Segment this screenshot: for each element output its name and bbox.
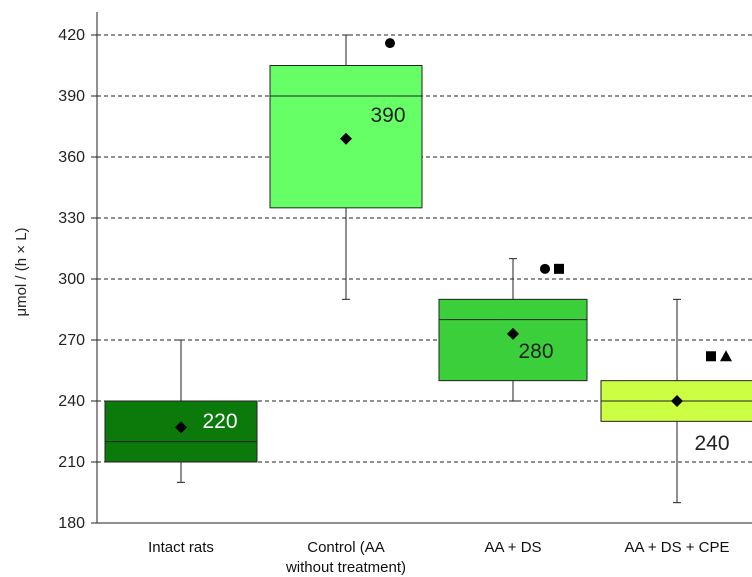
y-tick-label: 210 — [58, 454, 85, 471]
mean-marker — [175, 421, 187, 434]
y-tick-label: 330 — [58, 210, 85, 227]
significance-circle-marker — [385, 38, 395, 49]
median-value-label: 240 — [694, 432, 729, 455]
box — [438, 298, 588, 382]
median-value-label: 280 — [518, 340, 553, 363]
y-tick-label: 300 — [58, 271, 85, 288]
y-tick-label: 270 — [58, 332, 85, 349]
significance-circle-marker — [540, 263, 550, 274]
x-category-label: without treatment) — [285, 559, 406, 576]
y-axis-label: μmol / (h × L) — [13, 227, 30, 316]
y-tick-label: 420 — [58, 27, 85, 44]
y-tick-label: 180 — [58, 515, 85, 532]
x-category-label: AA + DS + CPE — [624, 539, 729, 556]
x-category-label: Intact rats — [148, 539, 214, 556]
significance-triangle-marker — [720, 350, 732, 362]
y-tick-label: 360 — [58, 149, 85, 166]
mean-marker — [671, 395, 683, 407]
median-value-label: 390 — [370, 104, 405, 127]
significance-square-marker — [706, 351, 716, 362]
significance-square-marker — [554, 263, 564, 274]
median-value-label: 220 — [202, 410, 237, 433]
mean-marker — [340, 132, 352, 145]
y-tick-label: 390 — [58, 88, 85, 105]
x-category-label: Control (AA — [307, 539, 385, 556]
x-category-label: AA + DS — [484, 539, 541, 556]
y-tick-label: 240 — [58, 393, 85, 410]
mean-marker — [507, 327, 519, 340]
